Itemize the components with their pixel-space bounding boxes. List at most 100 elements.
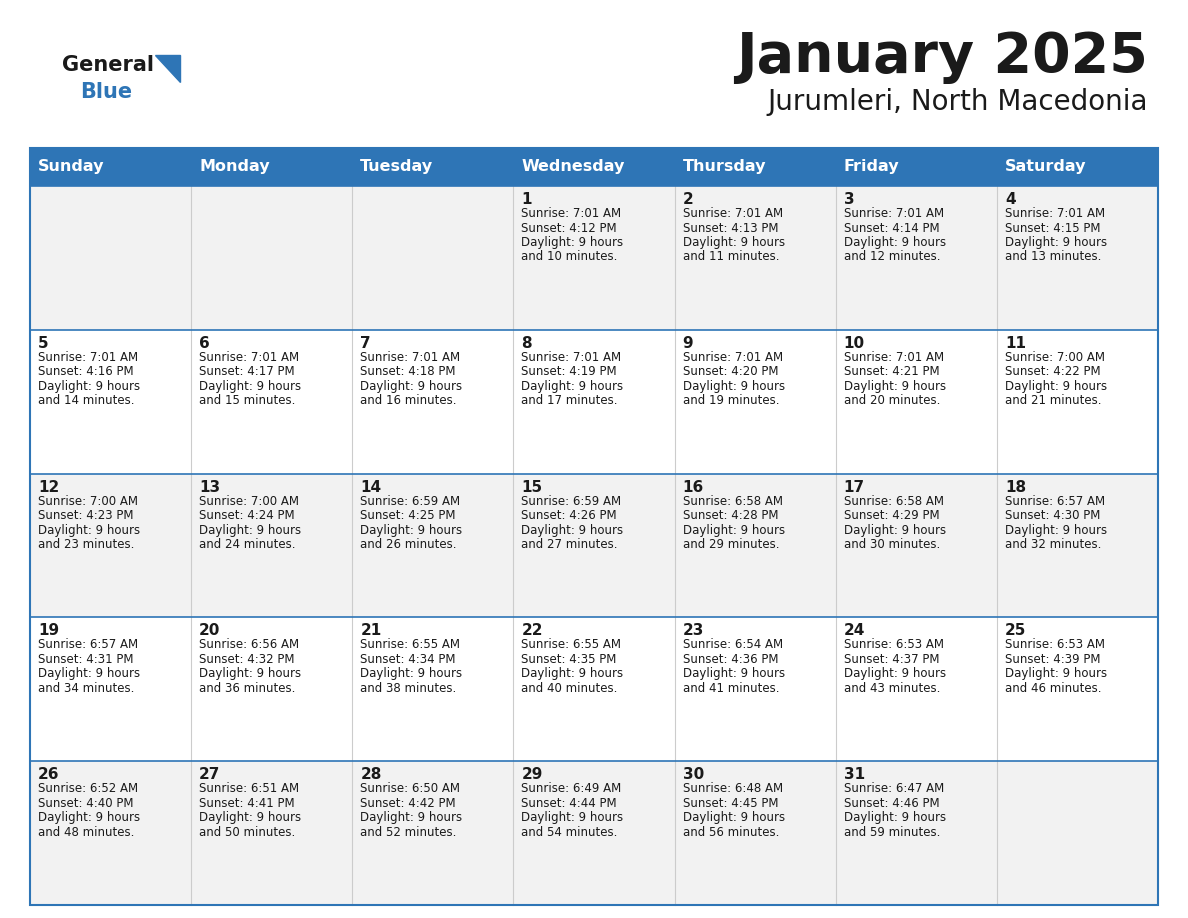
Bar — [835, 330, 997, 474]
Text: 12: 12 — [38, 479, 59, 495]
Text: and 21 minutes.: and 21 minutes. — [1005, 395, 1101, 408]
Text: Sunset: 4:41 PM: Sunset: 4:41 PM — [200, 797, 295, 810]
Text: Sunset: 4:39 PM: Sunset: 4:39 PM — [1005, 653, 1100, 666]
Text: Daylight: 9 hours: Daylight: 9 hours — [1005, 380, 1107, 393]
Text: 25: 25 — [1005, 623, 1026, 638]
Text: Sunrise: 6:56 AM: Sunrise: 6:56 AM — [200, 638, 299, 652]
Text: Daylight: 9 hours: Daylight: 9 hours — [38, 812, 140, 824]
Text: Sunset: 4:44 PM: Sunset: 4:44 PM — [522, 797, 617, 810]
Text: Friday: Friday — [843, 160, 899, 174]
Text: Sunrise: 7:01 AM: Sunrise: 7:01 AM — [843, 207, 943, 220]
Bar — [191, 618, 353, 761]
Text: Daylight: 9 hours: Daylight: 9 hours — [200, 380, 302, 393]
Text: Sunset: 4:30 PM: Sunset: 4:30 PM — [1005, 509, 1100, 522]
Text: Sunset: 4:24 PM: Sunset: 4:24 PM — [200, 509, 295, 522]
Text: and 43 minutes.: and 43 minutes. — [843, 682, 940, 695]
Text: Sunset: 4:46 PM: Sunset: 4:46 PM — [843, 797, 940, 810]
Text: 1: 1 — [522, 192, 532, 207]
Text: Daylight: 9 hours: Daylight: 9 hours — [522, 812, 624, 824]
Text: Sunrise: 7:01 AM: Sunrise: 7:01 AM — [200, 351, 299, 364]
Text: Sunset: 4:35 PM: Sunset: 4:35 PM — [522, 653, 617, 666]
Text: 3: 3 — [843, 192, 854, 207]
Text: Daylight: 9 hours: Daylight: 9 hours — [1005, 236, 1107, 249]
Bar — [997, 330, 1158, 474]
Text: Daylight: 9 hours: Daylight: 9 hours — [200, 523, 302, 537]
Text: Daylight: 9 hours: Daylight: 9 hours — [522, 236, 624, 249]
Text: Sunrise: 7:00 AM: Sunrise: 7:00 AM — [200, 495, 299, 508]
Bar — [191, 474, 353, 618]
Text: Daylight: 9 hours: Daylight: 9 hours — [200, 812, 302, 824]
Text: Sunrise: 7:01 AM: Sunrise: 7:01 AM — [843, 351, 943, 364]
Bar — [675, 761, 835, 905]
Text: Daylight: 9 hours: Daylight: 9 hours — [38, 667, 140, 680]
Bar — [835, 148, 997, 186]
Text: Sunset: 4:42 PM: Sunset: 4:42 PM — [360, 797, 456, 810]
Text: 4: 4 — [1005, 192, 1016, 207]
Text: 6: 6 — [200, 336, 210, 351]
Text: and 38 minutes.: and 38 minutes. — [360, 682, 456, 695]
Text: 10: 10 — [843, 336, 865, 351]
Text: and 52 minutes.: and 52 minutes. — [360, 825, 456, 839]
Text: 30: 30 — [683, 767, 703, 782]
Text: Daylight: 9 hours: Daylight: 9 hours — [522, 380, 624, 393]
Text: 14: 14 — [360, 479, 381, 495]
Text: Daylight: 9 hours: Daylight: 9 hours — [843, 380, 946, 393]
Text: Sunrise: 6:55 AM: Sunrise: 6:55 AM — [360, 638, 460, 652]
Bar — [513, 618, 675, 761]
Bar — [835, 618, 997, 761]
Text: Monday: Monday — [200, 160, 270, 174]
Text: 21: 21 — [360, 623, 381, 638]
Text: and 17 minutes.: and 17 minutes. — [522, 395, 618, 408]
Bar — [353, 761, 513, 905]
Text: 24: 24 — [843, 623, 865, 638]
Text: Daylight: 9 hours: Daylight: 9 hours — [683, 523, 785, 537]
Text: Sunset: 4:20 PM: Sunset: 4:20 PM — [683, 365, 778, 378]
Text: Sunrise: 7:01 AM: Sunrise: 7:01 AM — [1005, 207, 1105, 220]
Text: 28: 28 — [360, 767, 381, 782]
Text: Sunset: 4:26 PM: Sunset: 4:26 PM — [522, 509, 617, 522]
Text: and 48 minutes.: and 48 minutes. — [38, 825, 134, 839]
Bar — [997, 761, 1158, 905]
Text: Sunset: 4:36 PM: Sunset: 4:36 PM — [683, 653, 778, 666]
Text: 13: 13 — [200, 479, 220, 495]
Text: Sunrise: 7:00 AM: Sunrise: 7:00 AM — [1005, 351, 1105, 364]
Text: Daylight: 9 hours: Daylight: 9 hours — [522, 667, 624, 680]
Text: January 2025: January 2025 — [737, 30, 1148, 84]
Bar — [353, 618, 513, 761]
Text: Sunrise: 7:01 AM: Sunrise: 7:01 AM — [360, 351, 461, 364]
Text: Sunrise: 6:57 AM: Sunrise: 6:57 AM — [1005, 495, 1105, 508]
Text: Sunset: 4:16 PM: Sunset: 4:16 PM — [38, 365, 133, 378]
Text: 7: 7 — [360, 336, 371, 351]
Bar — [30, 148, 191, 186]
Text: Daylight: 9 hours: Daylight: 9 hours — [200, 667, 302, 680]
Text: Daylight: 9 hours: Daylight: 9 hours — [683, 812, 785, 824]
Text: and 23 minutes.: and 23 minutes. — [38, 538, 134, 551]
Text: Wednesday: Wednesday — [522, 160, 625, 174]
Bar — [513, 761, 675, 905]
Text: 11: 11 — [1005, 336, 1026, 351]
Text: and 34 minutes.: and 34 minutes. — [38, 682, 134, 695]
Bar — [353, 330, 513, 474]
Text: and 12 minutes.: and 12 minutes. — [843, 251, 940, 263]
Text: and 29 minutes.: and 29 minutes. — [683, 538, 779, 551]
Text: Sunrise: 7:01 AM: Sunrise: 7:01 AM — [522, 351, 621, 364]
Text: Sunrise: 7:00 AM: Sunrise: 7:00 AM — [38, 495, 138, 508]
Bar — [353, 148, 513, 186]
Text: Sunset: 4:14 PM: Sunset: 4:14 PM — [843, 221, 940, 234]
Text: Sunrise: 6:54 AM: Sunrise: 6:54 AM — [683, 638, 783, 652]
Bar — [997, 474, 1158, 618]
Text: 16: 16 — [683, 479, 703, 495]
Bar — [675, 148, 835, 186]
Text: Sunrise: 7:01 AM: Sunrise: 7:01 AM — [522, 207, 621, 220]
Text: 22: 22 — [522, 623, 543, 638]
Bar — [191, 761, 353, 905]
Text: 26: 26 — [38, 767, 59, 782]
Bar — [997, 186, 1158, 330]
Bar — [513, 330, 675, 474]
Text: Sunset: 4:25 PM: Sunset: 4:25 PM — [360, 509, 456, 522]
Text: 9: 9 — [683, 336, 693, 351]
Text: Sunrise: 6:48 AM: Sunrise: 6:48 AM — [683, 782, 783, 795]
Text: Sunrise: 6:58 AM: Sunrise: 6:58 AM — [683, 495, 783, 508]
Text: Sunset: 4:28 PM: Sunset: 4:28 PM — [683, 509, 778, 522]
Text: Sunrise: 6:59 AM: Sunrise: 6:59 AM — [360, 495, 461, 508]
